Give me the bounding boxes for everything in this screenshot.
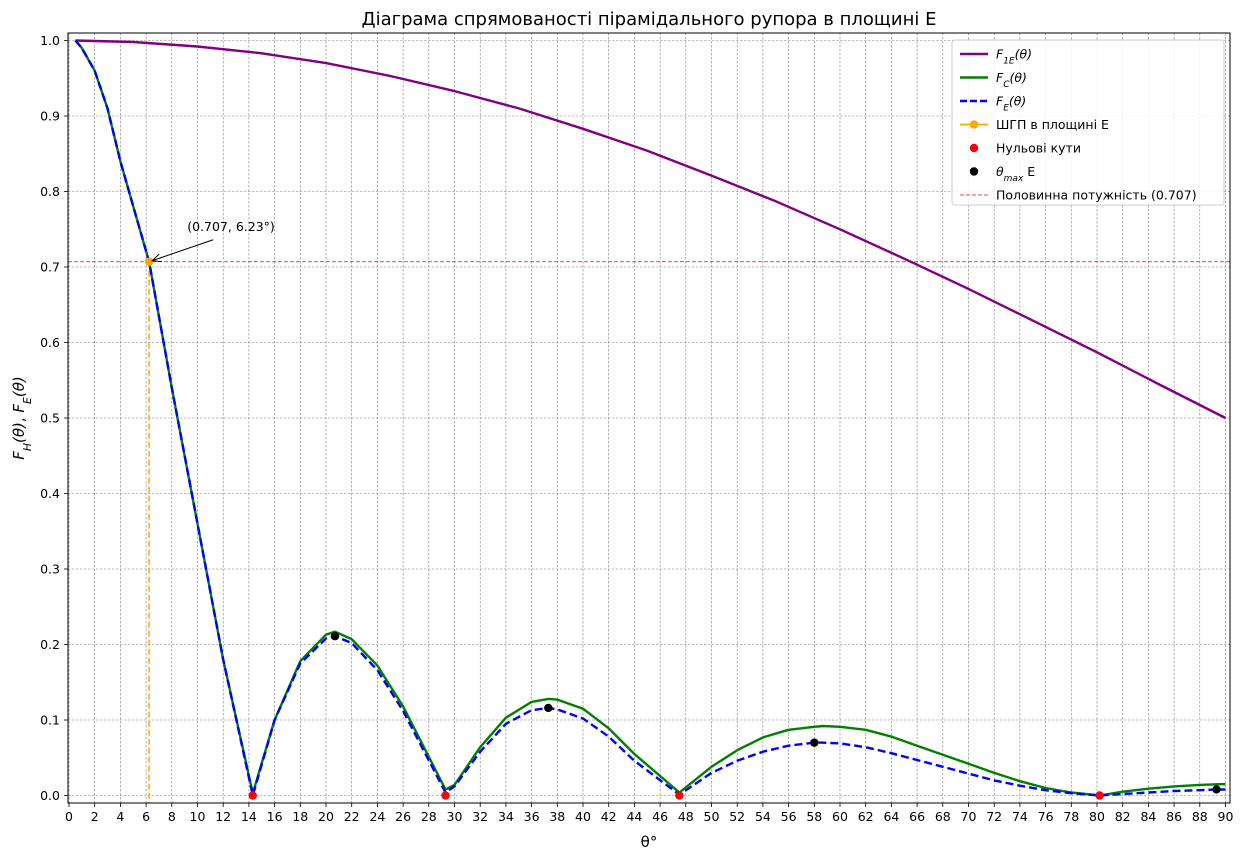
x-tick-label: 56 <box>781 809 797 824</box>
marker-2 <box>544 703 553 713</box>
chart-title: Діаграма спрямованості пірамідального ру… <box>362 9 937 30</box>
x-tick-label: 32 <box>472 809 488 824</box>
y-tick-label: 0.3 <box>40 562 60 577</box>
x-tick-label: 60 <box>832 809 848 824</box>
y-tick-label: 0.6 <box>40 335 60 350</box>
y-tick-label: 0.9 <box>40 109 60 124</box>
x-tick-label: 2 <box>91 809 99 824</box>
y-tick-label: 0.0 <box>40 788 60 803</box>
annotation-arrow <box>152 239 214 261</box>
y-tick-label: 0.1 <box>40 713 60 728</box>
x-tick-label: 54 <box>755 809 771 824</box>
legend: F1E(θ) FC(θ) FE(θ) ШГП в площині E Нульові к… <box>951 39 1225 206</box>
marker-1 <box>1095 791 1104 800</box>
x-tick-label: 64 <box>883 809 899 824</box>
x-tick-label: 10 <box>190 809 206 824</box>
series-line-0 <box>75 39 1227 420</box>
x-tick-label: 18 <box>292 809 308 824</box>
x-tick-label: 22 <box>344 809 360 824</box>
series-line-2 <box>74 39 1226 797</box>
legend-label: ШГП в площині E <box>996 117 1109 132</box>
x-tick-label: 68 <box>935 809 951 824</box>
x-tick-label: 50 <box>704 809 720 824</box>
x-tick-label: 16 <box>267 809 283 824</box>
x-tick-label: 38 <box>549 809 565 824</box>
marker-1 <box>248 791 257 800</box>
x-tick-label: 58 <box>806 809 822 824</box>
x-tick-label: 82 <box>1115 809 1131 824</box>
x-tick-label: 12 <box>215 809 231 824</box>
y-tick-label: 0.4 <box>40 486 60 501</box>
marker-2 <box>1212 785 1221 794</box>
legend-swatch <box>969 167 979 176</box>
x-tick-label: 44 <box>626 809 642 824</box>
x-tick-label: 78 <box>1063 809 1079 824</box>
y-tick-label: 1.0 <box>40 33 60 48</box>
legend-swatch-marker <box>969 120 979 129</box>
annotation-text: (0.707, 6.23°) <box>187 219 275 234</box>
x-tick-label: 74 <box>1012 809 1028 824</box>
x-tick-label: 46 <box>652 809 668 824</box>
x-tick-label: 8 <box>168 809 176 824</box>
legend-label: F1E(θ) <box>996 47 1032 67</box>
x-tick-label: 30 <box>447 809 463 824</box>
y-tick-label: 0.8 <box>40 184 60 199</box>
x-tick-label: 48 <box>678 809 694 824</box>
x-tick-label: 14 <box>241 809 257 824</box>
marker-0 <box>144 257 154 266</box>
legend-box <box>951 39 1225 206</box>
y-tick-label: 0.5 <box>40 411 60 426</box>
x-tick-label: 86 <box>1166 809 1182 824</box>
x-tick-label: 88 <box>1192 809 1208 824</box>
x-tick-label: 80 <box>1089 809 1105 824</box>
x-tick-label: 62 <box>858 809 874 824</box>
x-tick-label: 6 <box>142 809 150 824</box>
x-tick-label: 0 <box>65 809 73 824</box>
x-tick-label: 20 <box>318 809 334 824</box>
x-tick-label: 24 <box>369 809 385 824</box>
annotation: (0.707, 6.23°) <box>152 219 275 261</box>
plot-content <box>68 39 1230 803</box>
legend-swatch <box>969 143 979 153</box>
x-tick-label: 26 <box>395 809 411 824</box>
marker-2 <box>810 738 819 747</box>
x-tick-label: 42 <box>601 809 617 824</box>
x-tick-label: 52 <box>729 809 745 824</box>
marker-2 <box>330 631 340 641</box>
x-tick-label: 4 <box>116 809 124 824</box>
legend-label: FC(θ) <box>996 70 1027 90</box>
x-tick-label: 66 <box>909 809 925 824</box>
x-tick-label: 28 <box>421 809 437 824</box>
x-tick-label: 34 <box>498 809 514 824</box>
x-tick-label: 84 <box>1140 809 1156 824</box>
x-tick-label: 36 <box>524 809 540 824</box>
x-tick-label: 72 <box>986 809 1002 824</box>
legend-label: Нульові кути <box>996 141 1081 156</box>
x-axis-label: θ° <box>641 833 658 851</box>
y-tick-label: 0.2 <box>40 637 60 652</box>
x-tick-label: 90 <box>1218 809 1234 824</box>
legend-label: Половинна потужність (0.707) <box>996 188 1197 203</box>
legend-label: θmax E <box>996 164 1035 184</box>
plot-area <box>68 39 1230 803</box>
axes: 0 2 4 6 8 10 12 14 16 18 20 22 24 26 28 30 32 34 36 38 40 42 4… <box>40 33 1233 824</box>
x-tick-label: 70 <box>961 809 977 824</box>
marker-1 <box>675 791 684 800</box>
legend-label: FE(θ) <box>996 94 1026 114</box>
marker-1 <box>441 791 450 800</box>
y-tick-label: 0.7 <box>40 260 60 275</box>
x-tick-label: 40 <box>575 809 591 824</box>
y-axis-label: FH(θ), FE(θ) <box>10 376 34 460</box>
x-tick-label: 76 <box>1038 809 1054 824</box>
